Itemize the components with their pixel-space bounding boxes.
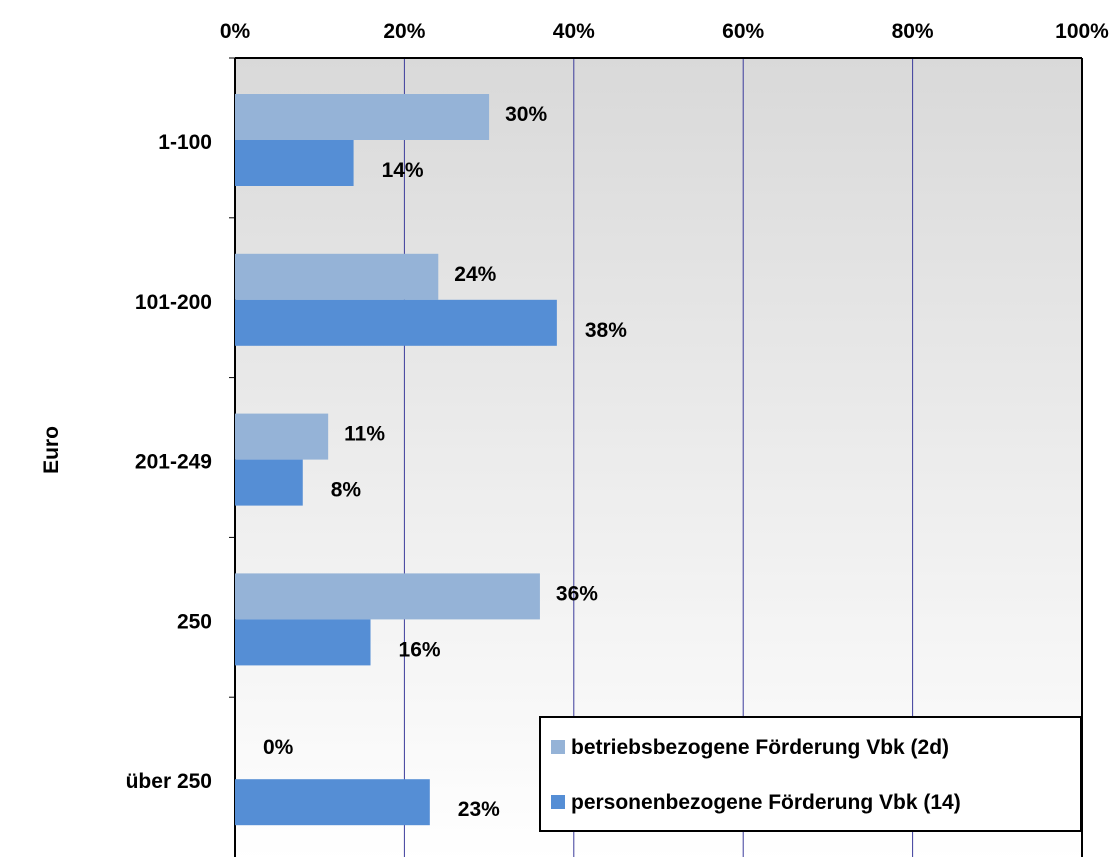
bar-personenbezogen [235,779,430,826]
category-label: 201-249 [135,451,212,474]
bar-betriebsbezogen [235,573,540,620]
legend: betriebsbezogene Förderung Vbk (2d) perso… [539,716,1082,832]
x-tick-label: 40% [553,20,595,43]
bar-personenbezogen [235,140,354,186]
x-tick-label: 20% [383,20,425,43]
axis-ticks [229,57,235,698]
legend-box [539,716,1082,832]
data-label: 36% [556,582,598,605]
x-tick-label: 0% [220,20,251,43]
bar-personenbezogen [235,619,371,666]
data-label: 8% [331,479,362,502]
bar-personenbezogen [235,459,303,506]
data-label: 16% [399,638,441,661]
category-label: 101-200 [135,291,212,314]
bar-betriebsbezogen [235,253,439,300]
data-label: 11% [344,423,385,446]
x-tick-label: 60% [722,20,764,43]
bar-betriebsbezogen [235,94,490,140]
data-label: 30% [505,103,547,126]
data-label: 14% [382,159,424,182]
category-labels: 1-100 101-200 201-249 250 über 250 [126,131,212,793]
data-label: 23% [458,798,500,821]
bars [235,94,557,826]
category-label: 250 [177,610,212,633]
category-label: 1-100 [158,131,212,154]
legend-label: personenbezogene Förderung Vbk (14) [571,791,961,814]
x-tick-label: 80% [892,20,934,43]
category-label: über 250 [126,770,212,793]
legend-swatch [551,740,565,754]
y-axis-title: Euro [40,426,63,474]
data-label: 38% [585,319,627,342]
data-label: 24% [454,263,496,286]
legend-label: betriebsbezogene Förderung Vbk (2d) [571,736,949,759]
bar-betriebsbezogen [235,413,329,460]
bar-personenbezogen [235,299,557,346]
legend-swatch [551,795,565,809]
data-label: 0% [263,736,294,759]
data-labels: 30% 14% 24% 38% 11% 8% 36% 16% 0% 23% [263,103,627,821]
x-tick-label: 100% [1055,20,1109,43]
x-tick-labels: 0% 20% 40% 60% 80% 100% [220,20,1109,43]
